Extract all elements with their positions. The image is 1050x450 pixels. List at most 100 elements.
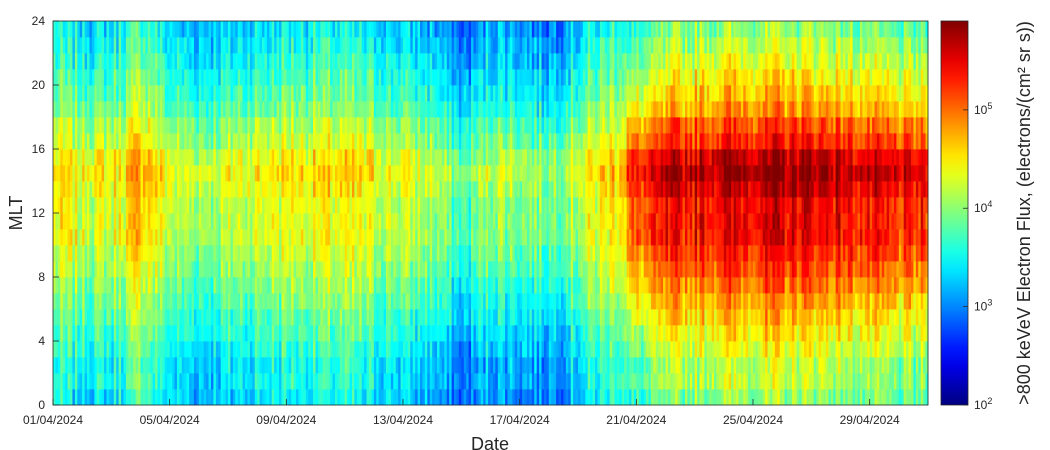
heatmap-cell — [237, 101, 241, 118]
heatmap-cell — [313, 309, 316, 326]
heatmap-cell — [220, 373, 224, 390]
heatmap-cell — [371, 357, 375, 374]
heatmap-cell — [551, 101, 555, 118]
heatmap-cell — [556, 149, 559, 166]
heatmap-cell — [366, 37, 370, 54]
heatmap-cell — [463, 293, 467, 310]
heatmap-cell — [320, 341, 324, 358]
heatmap-cell — [179, 341, 183, 358]
heatmap-cell — [468, 261, 472, 278]
heatmap-cell — [468, 309, 472, 326]
heatmap-cell — [113, 53, 117, 70]
heatmap-cell — [162, 53, 166, 70]
heatmap-cell — [113, 197, 117, 214]
heatmap-cell — [461, 85, 465, 102]
heatmap-cell — [111, 165, 115, 182]
heatmap-cell — [89, 197, 93, 214]
heatmap-cell — [228, 165, 231, 182]
heatmap-cell — [303, 245, 307, 262]
heatmap-cell — [104, 85, 107, 102]
heatmap-cell — [454, 229, 457, 246]
heatmap-cell — [133, 197, 137, 214]
heatmap-cell — [157, 229, 161, 246]
heatmap-cell — [142, 149, 146, 166]
heatmap-cell — [434, 181, 438, 198]
heatmap-cell — [534, 325, 538, 342]
heatmap-cell — [208, 341, 212, 358]
heatmap-cell — [522, 197, 525, 214]
heatmap-cell — [534, 357, 538, 374]
heatmap-cell — [169, 149, 173, 166]
heatmap-cell — [407, 373, 411, 390]
heatmap-cell — [281, 293, 285, 310]
heatmap-cell — [264, 117, 268, 134]
heatmap-cell — [371, 213, 375, 230]
heatmap-cell — [439, 325, 443, 342]
heatmap-cell — [104, 149, 107, 166]
heatmap-cell — [398, 389, 401, 406]
heatmap-cell — [60, 181, 64, 198]
heatmap-cell — [293, 373, 297, 390]
heatmap-cell — [67, 181, 71, 198]
heatmap-cell — [206, 197, 209, 214]
heatmap-cell — [485, 117, 489, 134]
heatmap-cell — [376, 229, 380, 246]
heatmap-cell — [162, 149, 166, 166]
heatmap-cell — [169, 229, 173, 246]
heatmap-cell — [342, 261, 346, 278]
heatmap-cell — [218, 373, 222, 390]
heatmap-cell — [230, 261, 234, 278]
heatmap-cell — [106, 229, 110, 246]
heatmap-cell — [252, 133, 256, 150]
heatmap-cell — [500, 181, 504, 198]
heatmap-cell — [220, 309, 224, 326]
heatmap-cell — [300, 53, 304, 70]
heatmap-cell — [145, 197, 149, 214]
heatmap-cell — [291, 165, 295, 182]
heatmap-cell — [473, 165, 477, 182]
heatmap-cell — [424, 245, 428, 262]
heatmap-cell — [339, 389, 343, 406]
heatmap-cell — [266, 37, 270, 54]
heatmap-cell — [376, 165, 380, 182]
heatmap-cell — [388, 133, 392, 150]
heatmap-cell — [420, 181, 423, 198]
heatmap-cell — [291, 133, 295, 150]
heatmap-cell — [53, 341, 56, 358]
heatmap-cell — [485, 245, 489, 262]
heatmap-cell — [378, 133, 382, 150]
heatmap-cell — [91, 213, 95, 230]
heatmap-cell — [230, 133, 234, 150]
heatmap-cell — [505, 69, 508, 86]
heatmap-cell — [473, 373, 477, 390]
heatmap-cell — [478, 389, 482, 406]
heatmap-cell — [415, 373, 418, 390]
heatmap-cell — [502, 21, 506, 38]
heatmap-cell — [368, 117, 372, 134]
heatmap-cell — [405, 373, 409, 390]
heatmap-cell — [55, 101, 59, 118]
heatmap-cell — [196, 117, 200, 134]
heatmap-cell — [361, 277, 365, 294]
heatmap-cell — [150, 117, 154, 134]
heatmap-cell — [291, 325, 295, 342]
heatmap-cell — [225, 117, 229, 134]
heatmap-cell — [356, 245, 360, 262]
heatmap-cell — [480, 389, 484, 406]
heatmap-cell — [308, 21, 312, 38]
heatmap-cell — [259, 133, 263, 150]
heatmap-cell — [393, 117, 397, 134]
heatmap-cell — [196, 373, 200, 390]
heatmap-cell — [167, 69, 171, 86]
heatmap-cell — [461, 69, 465, 86]
heatmap-cell — [359, 197, 363, 214]
heatmap-cell — [339, 309, 343, 326]
heatmap-cell — [410, 357, 414, 374]
heatmap-cell — [225, 245, 229, 262]
heatmap-cell — [347, 165, 350, 182]
heatmap-cell — [164, 309, 168, 326]
heatmap-cell — [101, 101, 105, 118]
heatmap-cell — [189, 229, 192, 246]
heatmap-cell — [232, 149, 236, 166]
heatmap-cell — [356, 117, 360, 134]
